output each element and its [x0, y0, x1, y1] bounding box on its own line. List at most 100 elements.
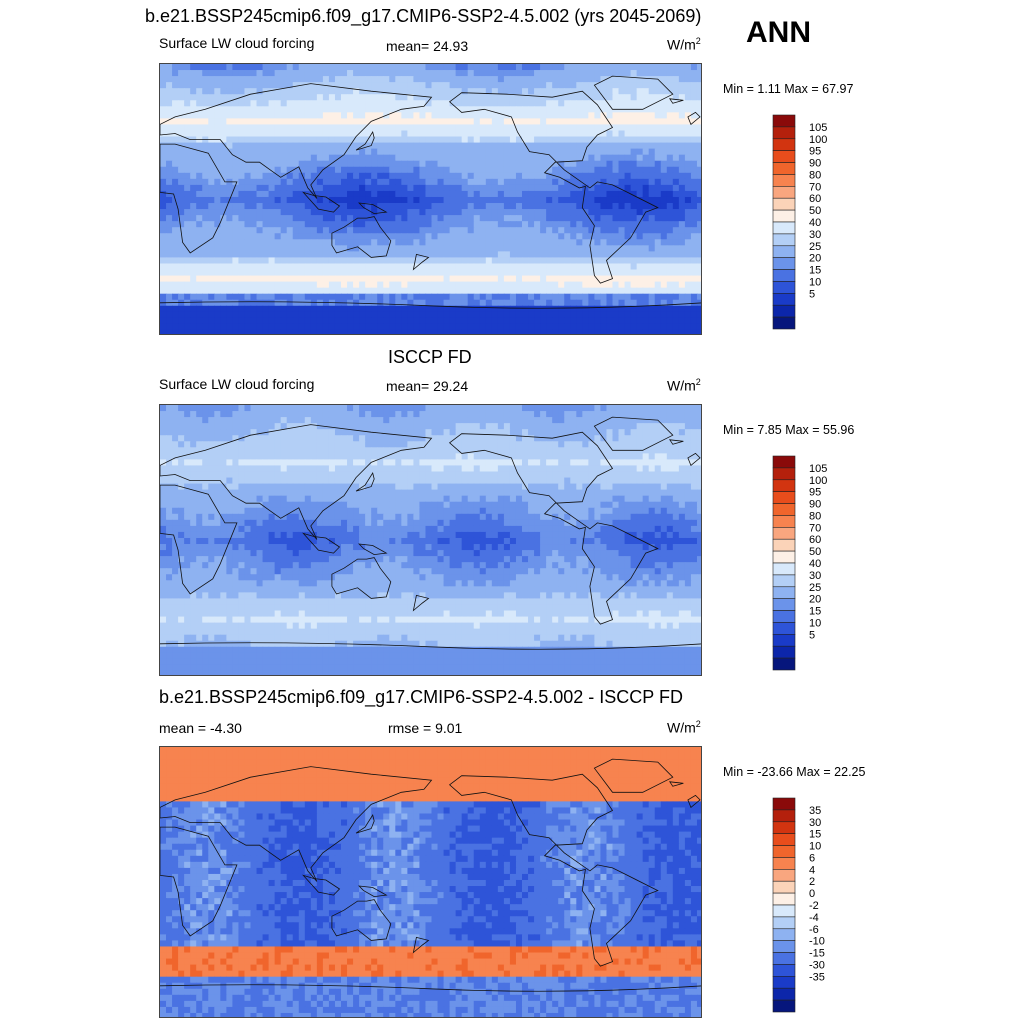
map-cell: [244, 221, 252, 228]
map-cell: [618, 142, 626, 150]
map-cell: [389, 417, 396, 424]
map-cell: [244, 64, 252, 71]
map-cell: [310, 269, 318, 277]
map-cell: [383, 70, 390, 77]
map-cell: [437, 172, 445, 180]
map-cell: [316, 287, 324, 295]
map-cell: [226, 299, 233, 307]
map-cell: [672, 190, 680, 198]
map-cell: [624, 203, 632, 210]
map-cell: [160, 329, 167, 334]
map-cell: [292, 441, 300, 448]
map-cell: [485, 124, 493, 132]
map-cell: [401, 136, 408, 144]
map-cell: [250, 166, 258, 174]
map-cell: [473, 257, 481, 265]
map-cell: [600, 82, 608, 89]
map-cell: [606, 76, 614, 83]
map-cell: [564, 317, 571, 325]
map-cell: [431, 293, 439, 301]
map-cell: [696, 64, 701, 71]
map-cell: [443, 405, 451, 412]
map-cell: [696, 100, 701, 107]
map-cell: [322, 221, 330, 228]
map-cell: [497, 239, 505, 246]
map-cell: [413, 429, 421, 436]
map-cell: [172, 148, 179, 156]
map-cell: [522, 447, 529, 454]
map-cell: [684, 166, 692, 174]
map-cell: [588, 269, 595, 277]
map-cell: [630, 287, 638, 295]
map-cell: [485, 423, 493, 430]
map-cell: [660, 441, 668, 448]
map-cell: [678, 106, 686, 113]
map-cell: [328, 293, 336, 301]
map-cell: [365, 203, 372, 210]
map-cell: [588, 142, 595, 150]
map-cell: [262, 148, 270, 156]
map-cell: [437, 239, 445, 246]
map-cell: [594, 130, 602, 138]
map-cell: [208, 203, 215, 210]
map-cell: [600, 453, 608, 460]
map-cell: [546, 160, 553, 168]
map-cell: [425, 94, 433, 101]
map-cell: [431, 100, 439, 107]
map-cell: [220, 178, 227, 186]
map-cell: [383, 190, 390, 198]
map-cell: [184, 281, 191, 289]
map-cell: [696, 142, 701, 150]
map-cell: [178, 227, 185, 234]
map-cell: [365, 417, 372, 424]
map-cell: [268, 221, 276, 228]
map-cell: [166, 100, 173, 107]
map-cell: [515, 215, 523, 222]
map-cell: [522, 317, 529, 325]
map-cell: [606, 275, 614, 283]
map-cell: [546, 190, 553, 198]
map-cell: [534, 275, 541, 283]
map-cell: [190, 287, 197, 295]
map-cell: [497, 112, 505, 119]
map-cell: [485, 94, 493, 101]
map-cell: [528, 263, 535, 271]
map-cell: [316, 227, 324, 234]
map-cell: [461, 329, 469, 334]
map-cell: [172, 166, 179, 174]
map-cell: [558, 447, 565, 454]
map-cell: [256, 82, 264, 89]
map-cell: [334, 311, 342, 319]
map-cell: [666, 281, 674, 289]
map-cell: [262, 136, 270, 144]
map-cell: [220, 112, 227, 119]
map-cell: [534, 417, 541, 424]
map-cell: [624, 269, 632, 277]
map-cell: [624, 311, 632, 319]
map-cell: [395, 203, 402, 210]
map-cell: [528, 221, 535, 228]
map-cell: [612, 329, 620, 334]
map-cell: [618, 305, 626, 313]
map-cell: [202, 423, 209, 430]
map-cell: [696, 166, 701, 174]
map-cell: [292, 287, 300, 295]
map-cell: [684, 160, 692, 168]
map-cell: [401, 215, 408, 222]
map-cell: [540, 293, 547, 301]
map-cell: [322, 435, 330, 442]
map-cell: [642, 172, 650, 180]
map-cell: [214, 429, 221, 436]
map-cell: [250, 311, 258, 319]
map-cell: [166, 251, 173, 259]
map-cell: [196, 70, 203, 77]
map-cell: [684, 239, 692, 246]
map-cell: [160, 148, 167, 156]
map-cell: [648, 142, 656, 150]
map-cell: [467, 203, 475, 210]
map-cell: [449, 196, 457, 204]
map-cell: [250, 82, 258, 89]
map-cell: [322, 190, 330, 198]
map-cell: [654, 209, 662, 216]
map-cell: [383, 196, 390, 204]
